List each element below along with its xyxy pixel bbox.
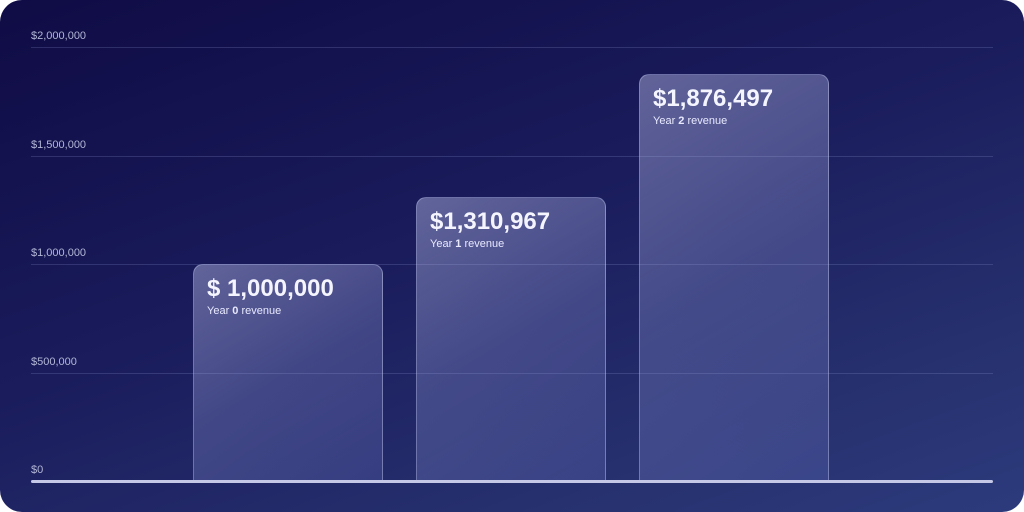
bar-caption-suffix: revenue — [461, 238, 505, 250]
y-tick-label: $1,500,000 — [31, 139, 87, 151]
y-tick-label: $1,000,000 — [31, 247, 87, 259]
y-tick-label: $2,000,000 — [31, 30, 87, 42]
bar-year-1: $1,310,967 Year 1 revenue — [416, 197, 606, 481]
bar-value-label: $1,310,967 — [430, 208, 551, 235]
bar-caption-year-number: 1 — [455, 238, 462, 250]
gridline — [31, 156, 993, 157]
gridline — [31, 264, 993, 265]
gridline — [31, 373, 993, 374]
bar-caption-year-number: 0 — [232, 305, 239, 317]
y-tick-label: $0 — [31, 464, 44, 476]
bar-caption: Year 1 revenue — [430, 238, 504, 250]
bar-caption-prefix: Year — [207, 305, 233, 317]
gridline — [31, 47, 993, 48]
bar-value-label: $ 1,000,000 — [207, 275, 334, 302]
bar-value-label: $1,876,497 — [653, 85, 774, 112]
y-tick-label: $500,000 — [31, 356, 77, 368]
bar-caption-year-number: 2 — [678, 115, 685, 127]
bar-caption-suffix: revenue — [684, 115, 728, 127]
x-axis-baseline — [31, 480, 993, 483]
bar-year-2: $1,876,497 Year 2 revenue — [639, 74, 829, 481]
bar-caption: Year 0 revenue — [207, 305, 281, 317]
bar-caption-prefix: Year — [430, 238, 456, 250]
bar-year-0: $ 1,000,000 Year 0 revenue — [193, 264, 383, 481]
bar-caption: Year 2 revenue — [653, 115, 727, 127]
bar-caption-prefix: Year — [653, 115, 679, 127]
bar-caption-suffix: revenue — [238, 305, 282, 317]
